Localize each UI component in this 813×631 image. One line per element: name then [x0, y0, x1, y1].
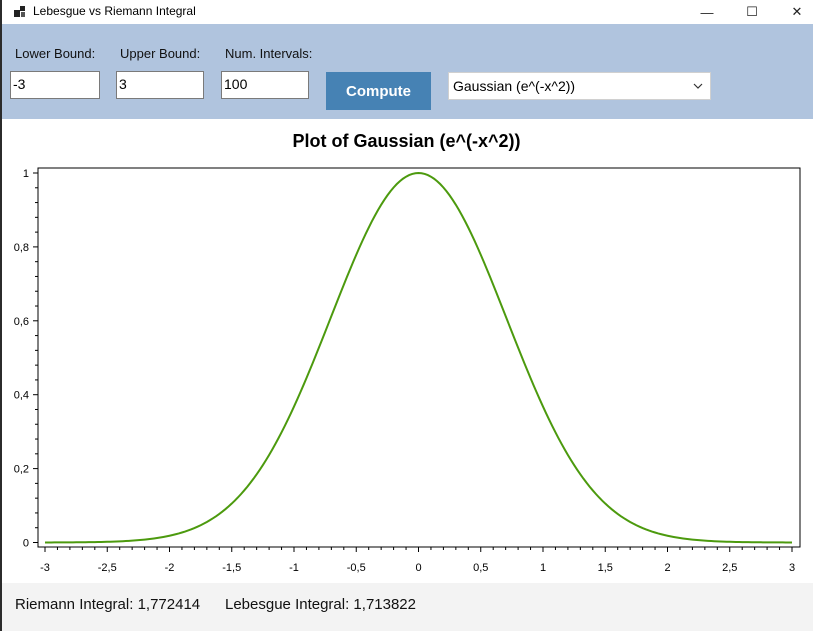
chevron-down-icon [693, 83, 703, 89]
window-title: Lebesgue vs Riemann Integral [33, 4, 196, 18]
lower-bound-label: Lower Bound: [15, 46, 96, 61]
chart-title: Plot of Gaussian (e^(-x^2)) [292, 131, 521, 151]
status-bar: Riemann Integral: 1,772414 Lebesgue Inte… [2, 583, 813, 631]
chart-area [2, 119, 813, 583]
lower-bound-input[interactable]: -3 [10, 71, 100, 99]
compute-button[interactable]: Compute [326, 72, 431, 110]
background-strip [0, 0, 2, 631]
maximize-button[interactable]: ☐ [746, 4, 758, 19]
close-button[interactable]: ✕ [791, 4, 803, 19]
app-window-icon [14, 6, 25, 17]
num-intervals-input[interactable]: 100 [221, 71, 309, 99]
title-bar: Lebesgue vs Riemann Integral — ☐ ✕ [2, 0, 813, 24]
riemann-result: Riemann Integral: 1,772414 [15, 596, 201, 613]
function-select-value: Gaussian (e^(-x^2)) [453, 78, 576, 94]
lebesgue-result: Lebesgue Integral: 1,713822 [225, 596, 416, 613]
upper-bound-input[interactable]: 3 [116, 71, 204, 99]
upper-bound-label: Upper Bound: [120, 46, 201, 61]
function-select[interactable]: Gaussian (e^(-x^2)) [448, 72, 711, 100]
num-intervals-label: Num. Intervals: [225, 46, 313, 61]
controls-panel: Lower Bound: Upper Bound: Num. Intervals… [2, 24, 813, 119]
minimize-button[interactable]: — [700, 4, 714, 20]
